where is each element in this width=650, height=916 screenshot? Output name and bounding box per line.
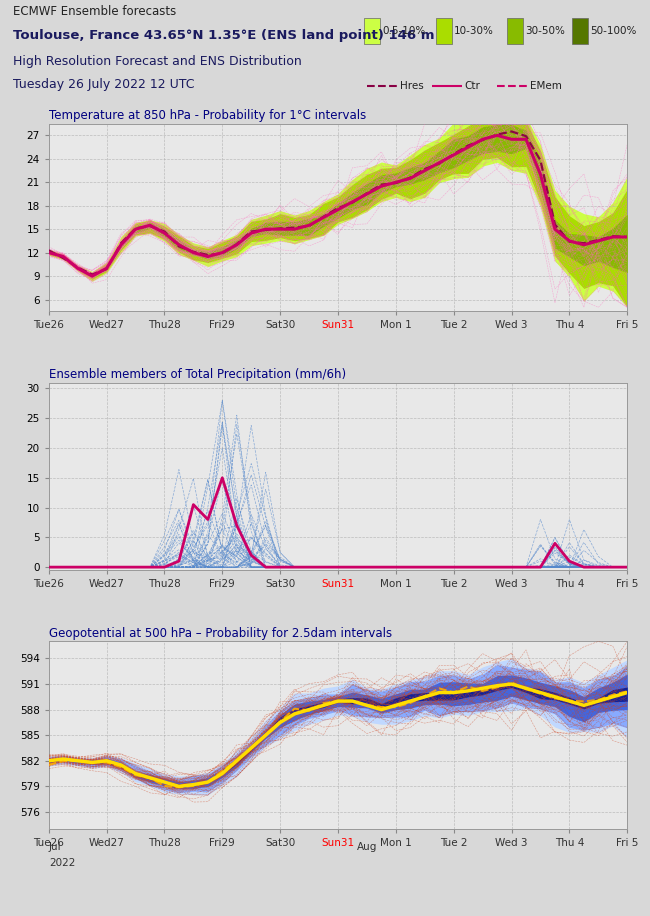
Text: High Resolution Forecast and ENS Distribution: High Resolution Forecast and ENS Distrib… (13, 55, 302, 68)
Text: 2022: 2022 (49, 857, 75, 867)
Text: 0.5-10%: 0.5-10% (382, 26, 426, 36)
Text: ECMWF Ensemble forecasts: ECMWF Ensemble forecasts (13, 5, 176, 17)
Text: Toulouse, France 43.65°N 1.35°E (ENS land point) 146 m: Toulouse, France 43.65°N 1.35°E (ENS lan… (13, 28, 434, 41)
Text: Hres: Hres (400, 81, 424, 91)
Bar (507, 18, 523, 43)
Text: Temperature at 850 hPa - Probability for 1°C intervals: Temperature at 850 hPa - Probability for… (49, 110, 366, 123)
Text: 50-100%: 50-100% (590, 26, 636, 36)
Text: Ensemble members of Total Precipitation (mm/6h): Ensemble members of Total Precipitation … (49, 368, 346, 381)
Bar (572, 18, 588, 43)
Text: Tuesday 26 July 2022 12 UTC: Tuesday 26 July 2022 12 UTC (13, 78, 194, 91)
Text: EMem: EMem (530, 81, 562, 91)
Text: Ctr: Ctr (465, 81, 480, 91)
Text: 10-30%: 10-30% (454, 26, 493, 36)
Text: Aug: Aug (357, 842, 378, 852)
Bar (436, 18, 452, 43)
Bar (364, 18, 380, 43)
Text: 30-50%: 30-50% (525, 26, 565, 36)
Text: Jul: Jul (49, 842, 61, 852)
Text: Geopotential at 500 hPa – Probability for 2.5dam intervals: Geopotential at 500 hPa – Probability fo… (49, 627, 392, 640)
